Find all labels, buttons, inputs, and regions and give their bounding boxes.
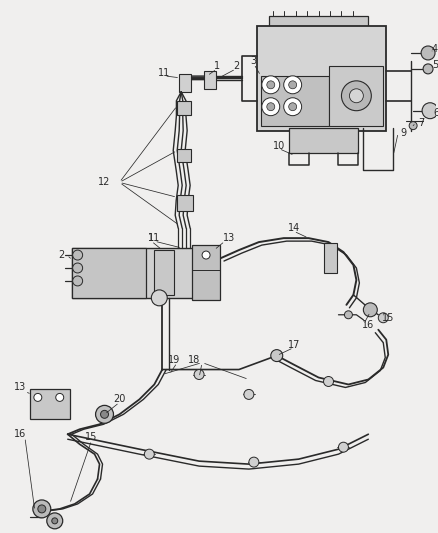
Bar: [72, 248, 146, 298]
Text: 1: 1: [214, 61, 220, 71]
Circle shape: [342, 81, 371, 111]
Circle shape: [145, 449, 154, 459]
Text: 6: 6: [433, 108, 438, 118]
Circle shape: [34, 393, 42, 401]
Bar: [269, 16, 368, 38]
Circle shape: [262, 76, 280, 94]
Circle shape: [409, 122, 417, 130]
Circle shape: [284, 76, 302, 94]
Circle shape: [364, 303, 377, 317]
Text: 2: 2: [59, 250, 65, 260]
Text: 3: 3: [251, 56, 257, 66]
Bar: [179, 74, 191, 92]
Text: 13: 13: [223, 233, 235, 243]
Circle shape: [38, 505, 46, 513]
Bar: [192, 245, 220, 300]
Text: 19: 19: [168, 354, 180, 365]
Text: 20: 20: [113, 394, 126, 405]
Circle shape: [73, 263, 83, 273]
Circle shape: [324, 376, 333, 386]
Circle shape: [202, 251, 210, 259]
Bar: [30, 390, 70, 419]
Text: 1: 1: [148, 233, 154, 243]
Bar: [257, 26, 386, 131]
Text: 16: 16: [14, 429, 26, 439]
Circle shape: [47, 513, 63, 529]
Bar: [324, 243, 337, 273]
Text: 17: 17: [287, 340, 300, 350]
Text: 7: 7: [418, 118, 424, 127]
Circle shape: [56, 393, 64, 401]
Circle shape: [244, 390, 254, 399]
Bar: [177, 195, 193, 211]
Bar: [154, 250, 174, 295]
Circle shape: [52, 518, 58, 524]
Circle shape: [289, 81, 297, 89]
Circle shape: [95, 406, 113, 423]
Circle shape: [284, 98, 302, 116]
Text: 12: 12: [99, 177, 111, 188]
Text: 15: 15: [382, 313, 395, 323]
Bar: [177, 149, 191, 163]
Bar: [289, 127, 358, 152]
Circle shape: [101, 410, 109, 418]
Bar: [261, 76, 328, 126]
Circle shape: [262, 98, 280, 116]
Bar: [204, 71, 216, 89]
Text: 15: 15: [85, 432, 98, 442]
Circle shape: [271, 350, 283, 361]
Circle shape: [249, 457, 259, 467]
Circle shape: [378, 313, 388, 323]
Text: 2: 2: [233, 61, 239, 71]
Circle shape: [344, 311, 353, 319]
Text: 10: 10: [272, 141, 285, 150]
Text: 5: 5: [432, 60, 438, 70]
Bar: [177, 101, 191, 115]
Circle shape: [421, 46, 435, 60]
Circle shape: [73, 276, 83, 286]
Text: 11: 11: [158, 68, 170, 78]
Bar: [72, 248, 219, 298]
Text: 14: 14: [288, 223, 300, 233]
Circle shape: [194, 369, 204, 379]
Circle shape: [151, 290, 167, 306]
Circle shape: [423, 64, 433, 74]
Text: 4: 4: [432, 44, 438, 54]
Circle shape: [350, 89, 364, 103]
Circle shape: [73, 250, 83, 260]
Text: 18: 18: [188, 354, 200, 365]
Circle shape: [33, 500, 51, 518]
Text: 13: 13: [14, 383, 26, 392]
Circle shape: [339, 442, 348, 452]
Text: 16: 16: [362, 320, 374, 330]
Circle shape: [267, 103, 275, 111]
Text: 9: 9: [400, 127, 406, 138]
Bar: [328, 66, 383, 126]
Circle shape: [267, 81, 275, 89]
Circle shape: [422, 103, 438, 119]
Circle shape: [289, 103, 297, 111]
Text: 11: 11: [148, 233, 160, 243]
